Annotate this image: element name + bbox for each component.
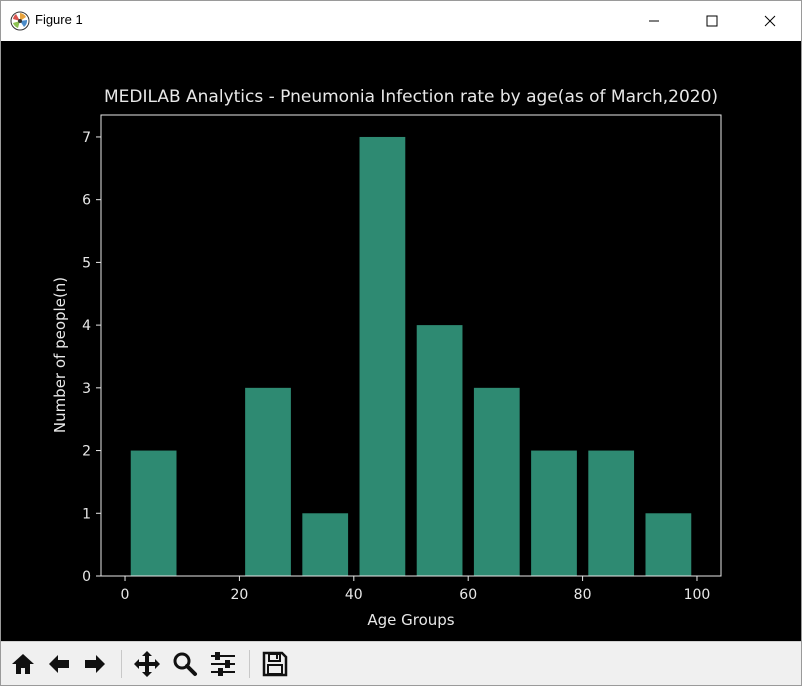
toolbar-separator	[249, 650, 250, 678]
figure-canvas[interactable]: MEDILAB Analytics - Pneumonia Infection …	[1, 41, 801, 641]
y-tick-label: 2	[82, 444, 91, 460]
y-tick-label: 5	[82, 255, 91, 271]
minimize-button[interactable]	[631, 1, 677, 41]
zoom-icon	[173, 652, 197, 676]
pan-button[interactable]	[131, 648, 163, 680]
forward-arrow-icon	[85, 655, 105, 673]
chart-title: MEDILAB Analytics - Pneumonia Infection …	[104, 87, 718, 107]
bar	[473, 387, 520, 576]
x-tick-label: 60	[459, 587, 477, 603]
y-tick-label: 3	[82, 381, 91, 397]
x-ticks: 0 20 40 60 80 100	[121, 576, 711, 603]
bar	[645, 513, 692, 576]
y-tick-label: 7	[82, 130, 91, 146]
minimize-icon	[649, 20, 659, 22]
bar	[416, 325, 463, 576]
toolbar-separator	[121, 650, 122, 678]
x-tick-label: 40	[345, 587, 363, 603]
maximize-button[interactable]	[689, 1, 735, 41]
bar	[588, 450, 635, 576]
back-button[interactable]	[43, 648, 75, 680]
y-tick-label: 1	[82, 506, 91, 522]
configure-subplots-icon	[211, 652, 235, 676]
save-button[interactable]	[259, 648, 291, 680]
bar	[531, 450, 577, 576]
y-tick-label: 4	[82, 318, 91, 334]
bar	[245, 387, 291, 576]
bars-group	[130, 136, 692, 576]
y-tick-label: 0	[82, 569, 91, 585]
close-button[interactable]	[747, 1, 793, 41]
forward-button[interactable]	[79, 648, 111, 680]
y-tick-label: 6	[82, 193, 91, 209]
bar	[130, 450, 177, 576]
back-arrow-icon	[49, 655, 69, 673]
zoom-button[interactable]	[169, 648, 201, 680]
bar-chart: MEDILAB Analytics - Pneumonia Infection …	[51, 87, 722, 629]
x-axis-label: Age Groups	[367, 611, 454, 629]
home-button[interactable]	[7, 648, 39, 680]
bar	[359, 136, 406, 576]
y-ticks: 0 1 2 3 4 5 6 7	[82, 130, 101, 585]
x-tick-label: 80	[574, 587, 592, 603]
home-icon	[12, 654, 34, 674]
navigation-toolbar	[1, 641, 801, 685]
plot-frame	[100, 114, 722, 577]
x-tick-label: 20	[230, 587, 248, 603]
matplotlib-logo-icon	[10, 11, 30, 31]
save-icon	[262, 651, 288, 677]
maximize-icon	[706, 15, 718, 27]
x-tick-label: 0	[121, 587, 130, 603]
title-bar[interactable]: Figure 1	[1, 1, 801, 41]
y-axis-label: Number of people(n)	[51, 277, 69, 433]
bar	[302, 513, 349, 576]
pan-icon	[134, 651, 160, 677]
x-tick-label: 100	[684, 587, 711, 603]
configure-subplots-button[interactable]	[207, 648, 239, 680]
close-icon	[764, 15, 776, 27]
window-title: Figure 1	[35, 12, 83, 27]
